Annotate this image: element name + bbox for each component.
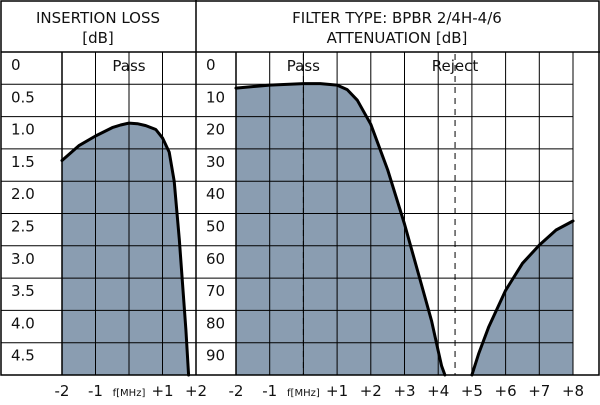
right-title-line2: ATTENUATION [dB] — [327, 29, 468, 47]
y-tick-label: 3.5 — [11, 282, 35, 300]
x-tick-label: -2 — [229, 382, 244, 400]
region-label-pass: Pass — [287, 57, 320, 75]
x-tick-label: -1 — [88, 382, 103, 400]
left-title-line2: [dB] — [82, 29, 114, 47]
x-tick-label: +6 — [495, 382, 517, 400]
x-tick-label: +1 — [151, 382, 173, 400]
y-tick-label: 50 — [206, 218, 225, 236]
x-tick-label: -1 — [262, 382, 277, 400]
y-tick-label: 3.0 — [11, 250, 35, 268]
y-tick-label: 70 — [206, 282, 225, 300]
y-tick-label: 90 — [206, 347, 225, 365]
y-tick-label: 0.5 — [11, 88, 35, 106]
x-tick-label: +5 — [461, 382, 483, 400]
region-label-reject: Reject — [432, 57, 479, 75]
left-title-line1: INSERTION LOSS — [36, 9, 160, 27]
y-tick-label: 1.0 — [11, 121, 35, 139]
y-tick-label: 2.0 — [11, 185, 35, 203]
x-axis-center-label: f[MHz] — [287, 388, 320, 399]
y-tick-label: 40 — [206, 185, 225, 203]
x-tick-label: +7 — [528, 382, 550, 400]
y-tick-label: 4.0 — [11, 314, 35, 332]
x-tick-label: +4 — [427, 382, 449, 400]
x-tick-label: +2 — [185, 382, 207, 400]
series-curve-1-1 — [470, 219, 575, 377]
x-tick-label: +3 — [393, 382, 415, 400]
series-area-1-1 — [471, 221, 573, 375]
y-tick-label: 30 — [206, 153, 225, 171]
y-tick-label: 1.5 — [11, 153, 35, 171]
y-tick-label: 0 — [11, 56, 21, 74]
y-tick-label: 4.5 — [11, 347, 35, 365]
y-tick-label: 60 — [206, 250, 225, 268]
y-tick-label: 0 — [206, 56, 216, 74]
series-curve-0-0 — [60, 121, 191, 377]
region-label-pass: Pass — [112, 57, 145, 75]
y-tick-label: 2.5 — [11, 218, 35, 236]
y-tick-label: 20 — [206, 121, 225, 139]
x-axis-center-label: f[MHz] — [113, 388, 146, 399]
series-curve-1-0 — [234, 82, 447, 377]
attenuation-panel: Pass Reject 0 10 20 30 40 50 60 70 80 90-2 -1 f[MHz] +… — [196, 51, 584, 400]
outer-frame — [0, 0, 600, 376]
insertion-loss-panel: Pass 0 0.5 1.0 1.5 2.0 2.5 3.0 3.5 4.0 4.5 -2 -1 f[MH… — [1, 51, 207, 400]
series-area-0-0 — [62, 123, 189, 375]
y-tick-label: 80 — [206, 314, 225, 332]
x-tick-label: -2 — [55, 382, 70, 400]
right-title-line1: FILTER TYPE: BPBR 2/4H-4/6 — [292, 9, 502, 27]
x-tick-label: +1 — [326, 382, 348, 400]
x-tick-label: +8 — [562, 382, 584, 400]
y-tick-label: 10 — [206, 88, 225, 106]
x-tick-label: +2 — [360, 382, 382, 400]
series-area-1-0 — [236, 83, 445, 375]
